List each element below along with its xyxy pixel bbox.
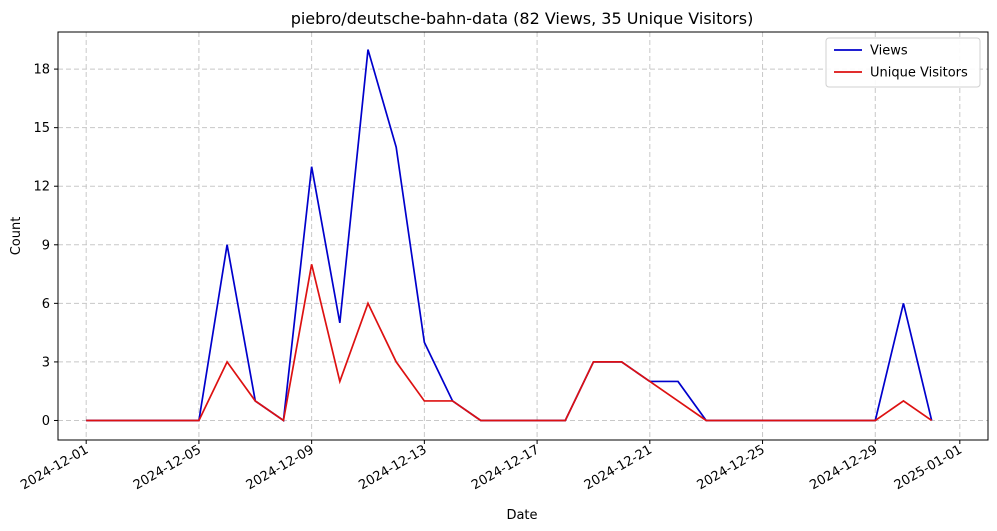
grid-lines — [58, 32, 988, 440]
plot-area — [57, 31, 989, 441]
x-tick-label: 2024-12-21 — [582, 442, 655, 493]
legend-box — [825, 37, 981, 88]
legend-label: Unique Visitors — [870, 66, 968, 81]
chart-title: piebro/deutsche-bahn-data (82 Views, 35 … — [291, 9, 754, 28]
x-tick-label: 2025-01-01 — [892, 442, 965, 493]
y-tick-label: 0 — [42, 414, 50, 429]
y-tick-label: 15 — [33, 121, 50, 136]
x-tick-label: 2024-12-17 — [469, 442, 542, 493]
x-tick-label: 2024-12-25 — [695, 442, 768, 493]
series-line-views — [86, 49, 933, 422]
series-lines — [86, 49, 933, 422]
y-axis-ticks: 0 3 6 9 12 15 18 — [33, 63, 58, 429]
x-tick-label: 2024-12-13 — [356, 442, 429, 493]
y-tick-label: 18 — [33, 63, 50, 78]
y-tick-label: 12 — [33, 180, 50, 195]
x-axis-ticks: 2024-12-01 2024-12-05 2024-12-09 2024-12-13… — [18, 440, 965, 493]
x-tick-label: 2024-12-01 — [18, 442, 91, 493]
y-tick-label: 9 — [42, 238, 50, 253]
x-axis-label: Date — [506, 508, 537, 523]
y-axis-label: Count — [9, 217, 24, 256]
y-tick-label: 3 — [42, 355, 50, 370]
legend: Views Unique Visitors — [825, 37, 981, 88]
y-tick-label: 6 — [42, 297, 50, 312]
legend-label: Views — [870, 44, 908, 59]
x-tick-label: 2024-12-09 — [244, 442, 317, 493]
x-tick-label: 2024-12-05 — [131, 442, 204, 493]
x-tick-label: 2024-12-29 — [807, 442, 880, 493]
series-line-unique-visitors — [86, 264, 933, 422]
